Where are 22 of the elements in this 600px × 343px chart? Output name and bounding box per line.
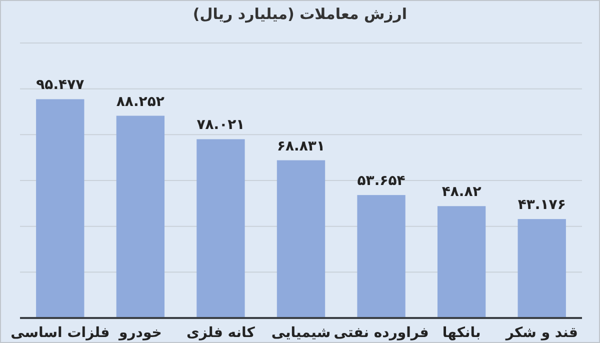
x-tick-label: شیمیایی	[271, 325, 331, 341]
x-tick-label: بانکها	[442, 325, 481, 341]
data-label: ۷۸.۰۲۱	[196, 117, 245, 134]
data-label: ۹۵.۴۷۷	[36, 77, 85, 94]
x-tick-label: کانه فلزی	[186, 325, 256, 341]
bar	[196, 139, 245, 318]
data-label: ۸۸.۲۵۲	[116, 94, 165, 110]
x-tick-label: فلزات اساسی	[10, 325, 110, 341]
x-tick-label: فراورده نفتی	[334, 325, 429, 341]
data-label: ۴۸.۸۲	[442, 184, 482, 200]
data-label: ۶۸.۸۳۱	[276, 138, 326, 154]
bar	[437, 206, 486, 318]
x-tick-label: خودرو	[118, 325, 162, 341]
bar	[357, 195, 406, 318]
bar	[116, 116, 165, 318]
data-label: ۵۳.۶۵۴	[357, 173, 406, 190]
chart-title: ارزش معاملات (میلیارد ریال)	[192, 5, 408, 23]
x-tick-label: قند و شکر	[504, 325, 578, 341]
bar	[36, 99, 84, 318]
bar	[276, 160, 326, 318]
bar	[518, 219, 566, 318]
data-label: ۴۳.۱۷۶	[518, 197, 566, 214]
